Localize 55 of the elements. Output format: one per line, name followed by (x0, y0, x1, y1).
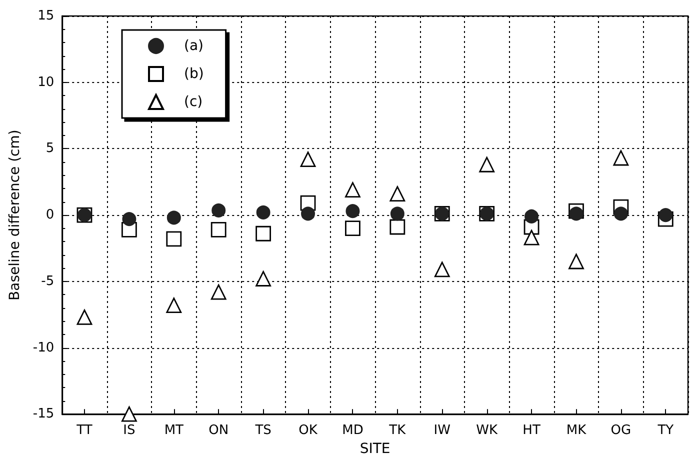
x-axis-title: SITE (360, 441, 390, 457)
x-tick-label: TT (76, 423, 92, 438)
x-tick-label: OG (610, 423, 632, 438)
x-tick-label: MD (342, 423, 364, 438)
point (166, 210, 181, 225)
point (256, 226, 272, 242)
y-tick-label: -15 (32, 406, 54, 422)
point (479, 156, 495, 172)
legend-label: (a) (184, 38, 204, 54)
point (568, 254, 584, 270)
x-tick-label: OK (298, 423, 318, 438)
x-tick-label: TS (254, 423, 272, 438)
x-tick-label: MT (164, 423, 184, 438)
point (524, 230, 540, 246)
point (434, 262, 450, 278)
x-tick-label: TK (388, 423, 406, 438)
point (390, 219, 406, 235)
point (569, 206, 584, 221)
point (166, 231, 182, 247)
y-tick-label: -10 (32, 340, 54, 356)
legend-label: (b) (184, 66, 204, 82)
x-tick-label: IW (434, 423, 451, 438)
point (256, 205, 270, 220)
x-tick-label: TY (656, 423, 674, 438)
x-tick-label: WK (476, 423, 498, 438)
point (301, 206, 316, 221)
point (121, 406, 137, 422)
point (345, 182, 360, 198)
y-tick-label: -5 (41, 274, 54, 289)
legend-label: (c) (184, 94, 203, 110)
point (300, 152, 316, 168)
point (122, 212, 136, 226)
point (212, 203, 226, 218)
x-tick-label: HT (522, 423, 540, 438)
x-tick-label: IS (123, 423, 136, 438)
point (166, 298, 182, 313)
point (524, 209, 539, 224)
y-tick-label: 5 (46, 141, 54, 156)
point (390, 186, 406, 202)
point (614, 206, 628, 221)
point (390, 206, 404, 221)
point (76, 310, 92, 325)
y-axis-title: Baseline difference (cm) (7, 130, 23, 300)
point (210, 284, 226, 300)
point (210, 222, 226, 238)
y-tick-label: 10 (38, 74, 54, 90)
x-tick-label: MK (566, 423, 587, 438)
y-tick-label: 15 (38, 8, 54, 24)
point (346, 204, 360, 218)
point (658, 208, 673, 222)
point (256, 271, 272, 286)
point (613, 150, 629, 166)
x-tick-label: ON (208, 423, 229, 438)
y-tick-label: 0 (46, 208, 54, 223)
point (345, 220, 360, 236)
